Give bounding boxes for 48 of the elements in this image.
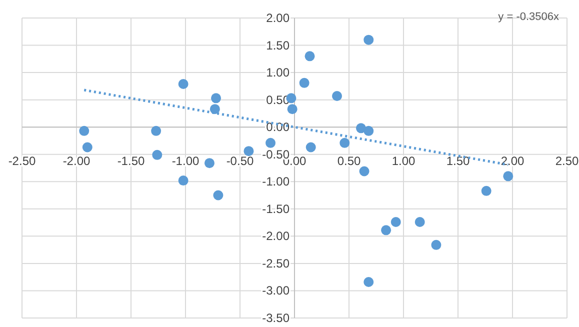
y-tick-label: 1.50	[266, 38, 290, 52]
y-tick-label: 1.00	[266, 66, 290, 80]
point	[364, 34, 374, 45]
point	[299, 78, 310, 88]
point	[266, 138, 276, 148]
x-tick-label: -2.50	[8, 154, 36, 168]
point	[503, 171, 514, 182]
point	[244, 146, 254, 156]
point	[287, 104, 298, 114]
y-tick-label: -1.00	[262, 174, 290, 189]
point	[82, 142, 92, 152]
point	[306, 142, 316, 152]
point	[340, 138, 350, 148]
x-tick-label: 0.50	[337, 154, 361, 168]
point	[364, 126, 374, 136]
point	[152, 150, 162, 160]
point	[204, 158, 214, 168]
y-tick-label: -1.50	[262, 202, 290, 216]
point	[213, 190, 224, 200]
point	[414, 217, 425, 227]
y-tick-label: 2.00	[266, 11, 290, 25]
point	[381, 225, 392, 236]
y-tick-label: -3.00	[262, 284, 290, 298]
y-tick-label: -3.50	[262, 311, 290, 325]
point	[359, 166, 370, 176]
point	[79, 126, 90, 136]
point	[481, 186, 492, 196]
point	[210, 104, 220, 114]
y-tick-label: -2.00	[262, 229, 290, 244]
x-tick-label: 2.50	[555, 154, 579, 168]
point	[304, 51, 315, 62]
x-tick-label: 2.00	[500, 154, 524, 168]
x-tick-label: -1.00	[172, 154, 200, 168]
point	[151, 126, 162, 136]
x-tick-label: -2.00	[62, 154, 90, 168]
x-tick-label: -1.50	[117, 154, 145, 168]
point	[364, 277, 374, 287]
point	[178, 176, 188, 186]
x-tick-label: 1.50	[446, 154, 470, 168]
annotation: y = -0.3506x	[498, 11, 560, 23]
y-tick-label: -2.50	[262, 256, 290, 270]
x-tick-label: -0.50	[226, 154, 254, 168]
point	[178, 79, 188, 89]
x-tick-label: 1.00	[392, 154, 416, 168]
point	[431, 240, 442, 250]
point	[211, 93, 222, 104]
point	[390, 217, 401, 227]
point	[332, 91, 342, 101]
